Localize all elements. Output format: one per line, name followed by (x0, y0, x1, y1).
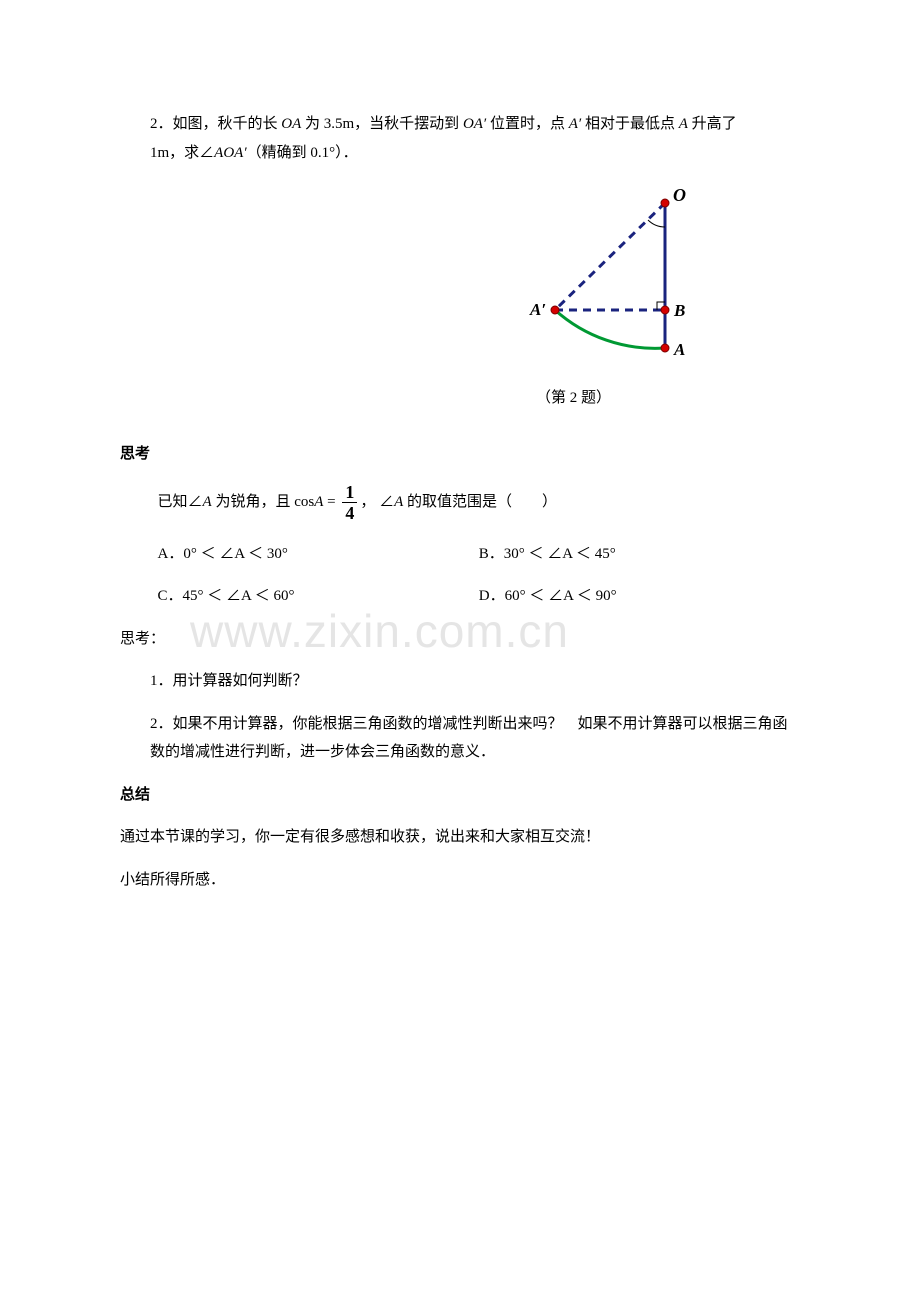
tp-frac: 14 (342, 483, 357, 522)
tp-a2: A (314, 493, 323, 509)
choices: A．0° ＜ ∠A ＜ 30° B．30° ＜ ∠A ＜ 45° C．45° ＜… (120, 540, 800, 611)
point-b (661, 306, 669, 314)
p2-mid4: 升高了 (688, 116, 737, 132)
label-o: O (673, 185, 686, 205)
choice-row-2: C．45° ＜ ∠A ＜ 60° D．60° ＜ ∠A ＜ 90° (158, 582, 801, 611)
point-aprime (551, 306, 559, 314)
point-o (661, 199, 669, 207)
tp-a3: A (394, 493, 403, 509)
choice-d: D．60° ＜ ∠A ＜ 90° (479, 582, 800, 611)
problem-2: 2．如图，秋千的长 OA 为 3.5m，当秋千摆动到 OA′ 位置时，点 A′ … (120, 110, 800, 167)
choice-a: A．0° ＜ ∠A ＜ 30° (158, 540, 479, 569)
p2-line2-suffix: （精确到 0.1°）． (247, 145, 358, 161)
page-content: 2．如图，秋千的长 OA 为 3.5m，当秋千摆动到 OA′ 位置时，点 A′ … (120, 110, 800, 894)
angle-arc (648, 220, 665, 227)
p2-mid3: 相对于最低点 (581, 116, 679, 132)
tp-eq: = (323, 493, 339, 509)
figure-svg: O A′ B A (500, 185, 710, 365)
choice-b-label: B． (479, 546, 504, 562)
choice-c-text: 45° ＜ ∠A ＜ 60° (183, 588, 295, 604)
think2-q2-text: 2．如果不用计算器，你能根据三角函数的增减性判断出来吗？ 如果不用计算器可以根据… (150, 716, 788, 761)
choice-c: C．45° ＜ ∠A ＜ 60° (158, 582, 479, 611)
point-a (661, 344, 669, 352)
tp-a1: A (203, 493, 212, 509)
p2-aprime: A′ (569, 116, 581, 132)
choice-d-label: D． (479, 588, 505, 604)
tp-suffix: 的取值范围是（ ） (403, 493, 557, 509)
figure-caption: （第 2 题） (120, 384, 800, 413)
p2-mid1: 为 3.5m，当秋千摆动到 (301, 116, 463, 132)
choice-d-text: 60° ＜ ∠A ＜ 90° (505, 588, 617, 604)
tp-mid2: ， ∠ (360, 493, 394, 509)
p2-line2-prefix: 1m，求∠ (150, 145, 214, 161)
summary-p2: 小结所得所感． (120, 866, 800, 895)
choice-b-text: 30° ＜ ∠A ＜ 45° (504, 546, 616, 562)
think-heading: 思考 (120, 440, 800, 469)
choice-c-label: C． (158, 588, 183, 604)
p2-prefix: 2．如图，秋千的长 (150, 116, 281, 132)
choice-row-1: A．0° ＜ ∠A ＜ 30° B．30° ＜ ∠A ＜ 45° (158, 540, 801, 569)
figure-2: O A′ B A (120, 185, 800, 376)
tp-prefix: 已知∠ (158, 493, 203, 509)
think2-heading: 思考： (120, 625, 800, 654)
p2-aoa: AOA′ (214, 145, 246, 161)
choice-b: B．30° ＜ ∠A ＜ 45° (479, 540, 800, 569)
p2-a: A (679, 116, 688, 132)
line-oa-prime (555, 203, 665, 310)
choice-a-label: A． (158, 546, 184, 562)
think-problem: 已知∠A 为锐角，且 cosA = 14， ∠A 的取值范围是（ ） (120, 483, 800, 522)
choice-a-text: 0° ＜ ∠A ＜ 30° (183, 546, 288, 562)
p2-oa: OA (281, 116, 301, 132)
p2-mid2: 位置时，点 (486, 116, 569, 132)
summary-heading: 总结 (120, 781, 800, 810)
frac-den: 4 (342, 503, 357, 522)
arc-swing (555, 310, 665, 348)
p2-oa-prime: OA′ (463, 116, 486, 132)
summary-p1: 通过本节课的学习，你一定有很多感想和收获，说出来和大家相互交流！ (120, 823, 800, 852)
label-b: B (673, 301, 685, 320)
frac-num: 1 (342, 483, 357, 503)
think2-q2: 2．如果不用计算器，你能根据三角函数的增减性判断出来吗？ 如果不用计算器可以根据… (120, 710, 800, 767)
tp-mid1: 为锐角，且 cos (212, 493, 315, 509)
label-aprime: A′ (529, 300, 546, 319)
think2-q1: 1．用计算器如何判断？ (120, 667, 800, 696)
label-a: A (673, 340, 685, 359)
